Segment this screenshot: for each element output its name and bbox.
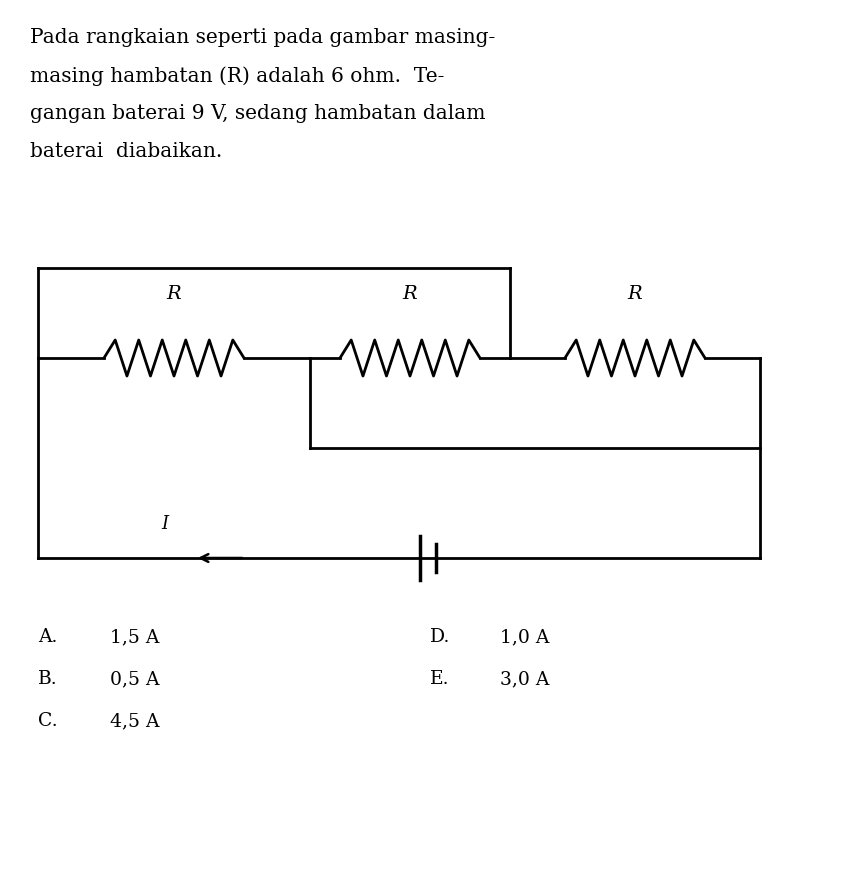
Text: C.: C.	[38, 712, 58, 730]
Text: 3,0 A: 3,0 A	[500, 670, 549, 688]
Text: gangan baterai 9 V, sedang hambatan dalam: gangan baterai 9 V, sedang hambatan dala…	[30, 104, 486, 123]
Text: baterai  diabaikan.: baterai diabaikan.	[30, 142, 223, 161]
Text: Pada rangkaian seperti pada gambar masing-: Pada rangkaian seperti pada gambar masin…	[30, 28, 495, 47]
Text: 1,5 A: 1,5 A	[110, 628, 159, 646]
Text: A.: A.	[38, 628, 57, 646]
Text: 0,5 A: 0,5 A	[110, 670, 159, 688]
Text: masing hambatan (R) adalah 6 ohm.  Te-: masing hambatan (R) adalah 6 ohm. Te-	[30, 66, 444, 85]
Text: 1,0 A: 1,0 A	[500, 628, 549, 646]
Text: 4,5 A: 4,5 A	[110, 712, 159, 730]
Text: D.: D.	[430, 628, 450, 646]
Text: R: R	[628, 285, 643, 303]
Text: B.: B.	[38, 670, 58, 688]
Text: I: I	[161, 515, 169, 533]
Text: R: R	[166, 285, 181, 303]
Text: R: R	[403, 285, 417, 303]
Text: E.: E.	[430, 670, 449, 688]
